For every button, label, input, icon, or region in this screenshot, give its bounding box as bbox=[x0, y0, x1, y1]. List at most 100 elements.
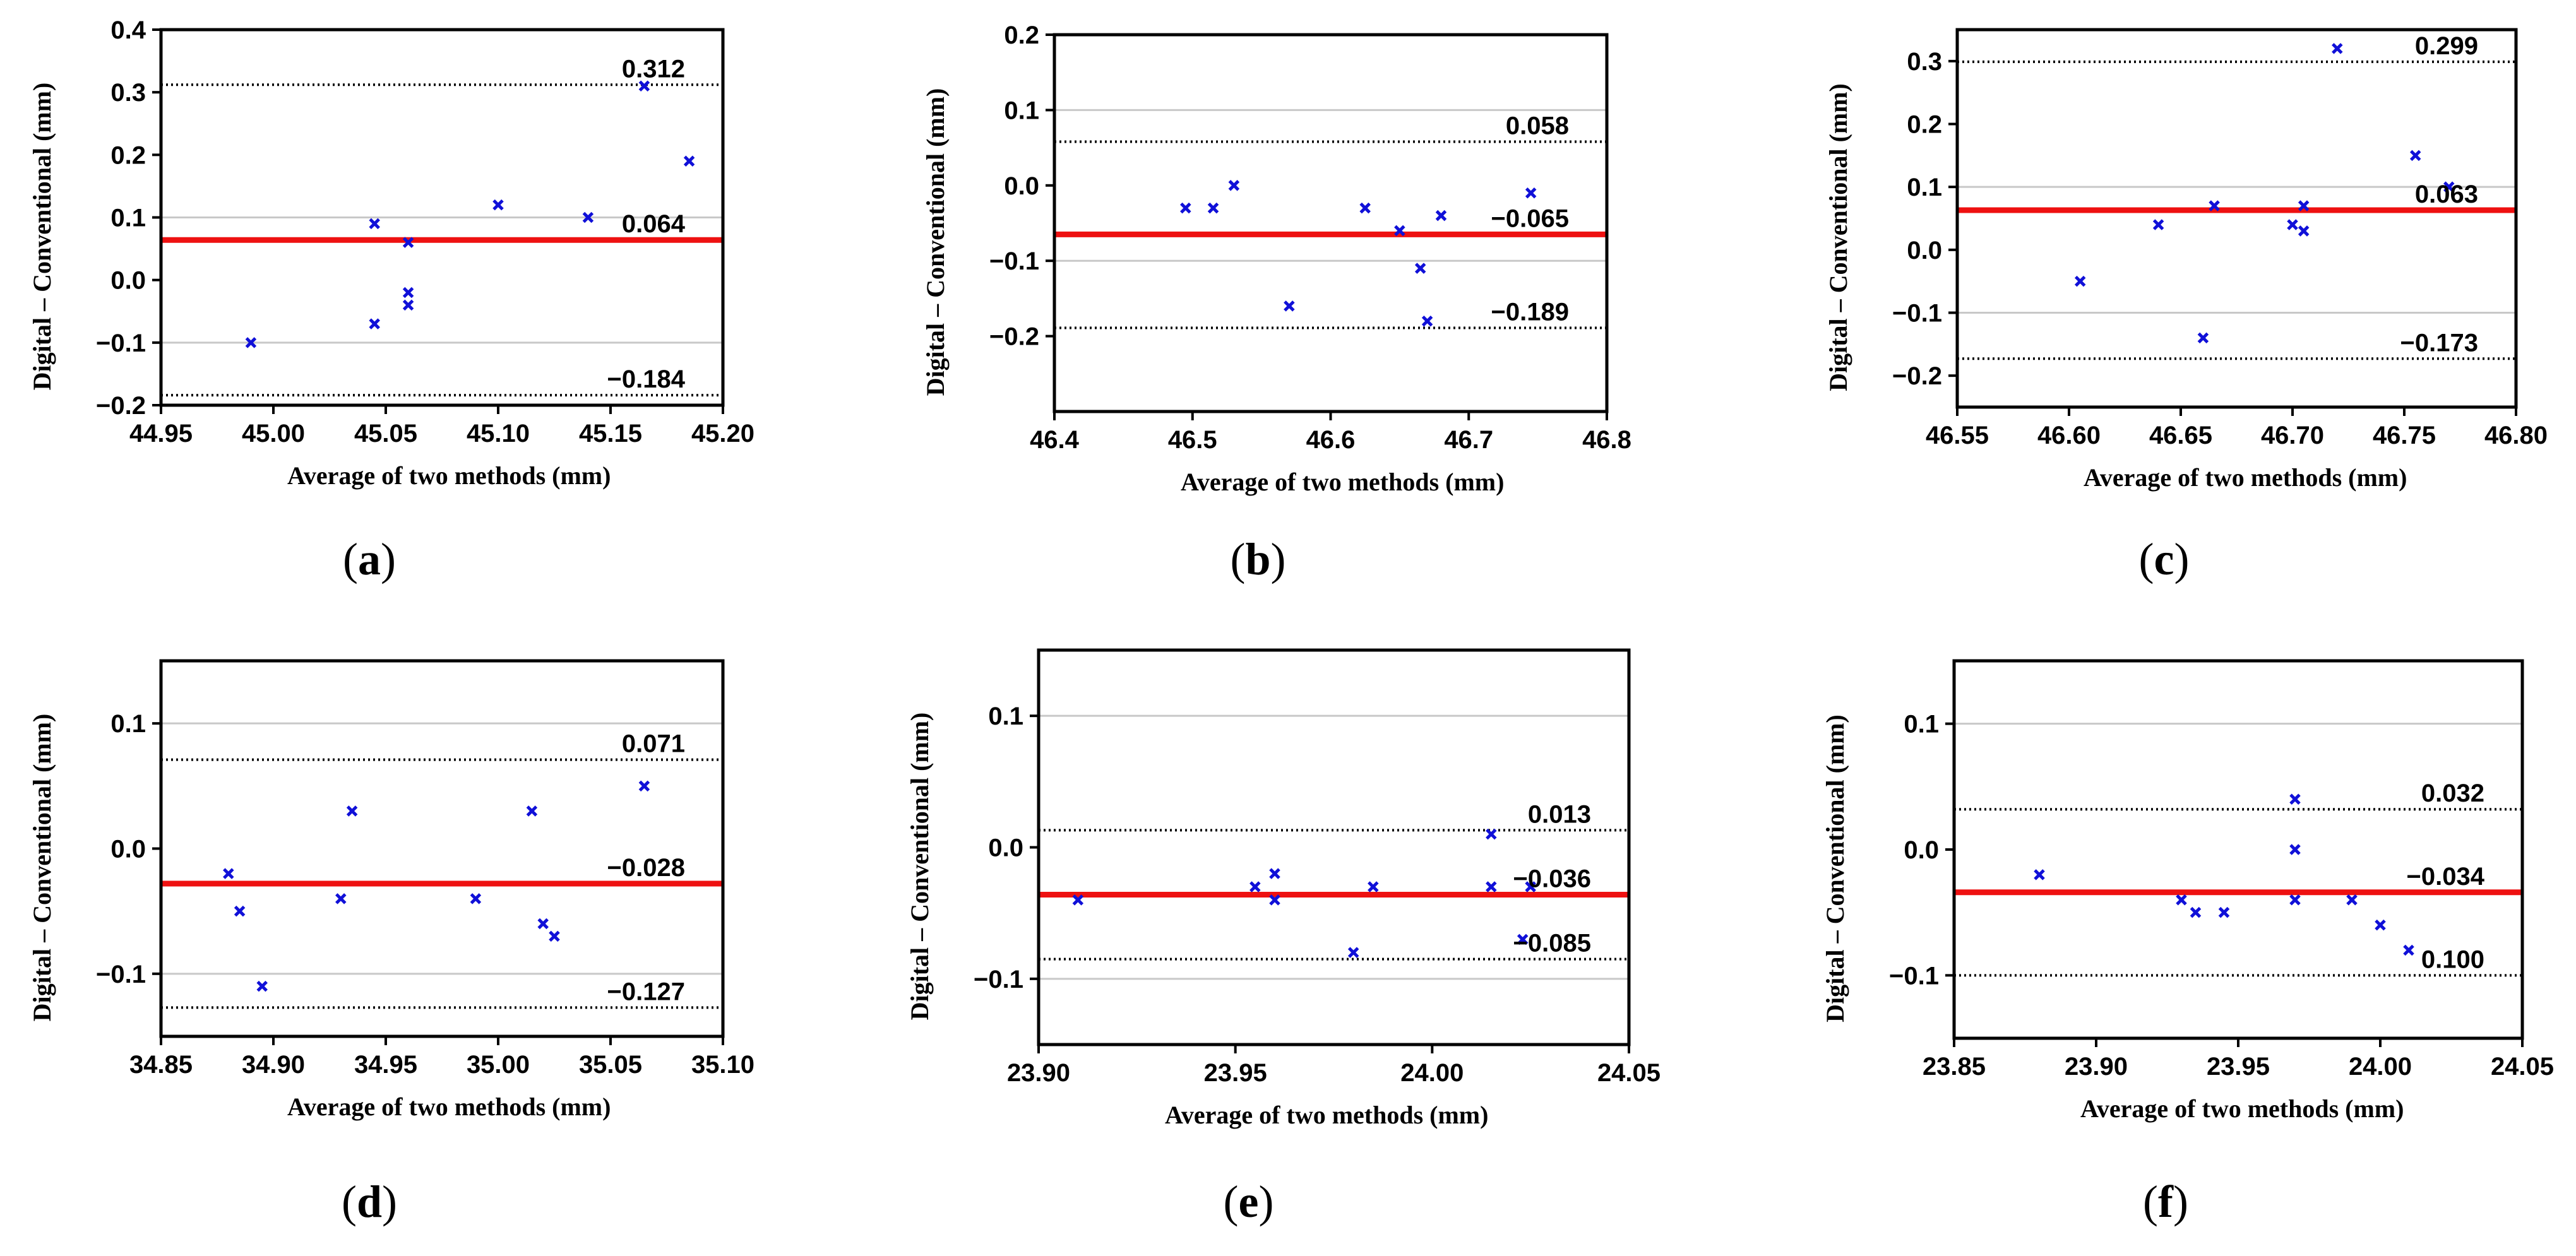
upper-limit-label: 0.312 bbox=[622, 55, 685, 83]
data-point-b-9 bbox=[1435, 210, 1447, 222]
y-tick-label: 0.0 bbox=[1004, 172, 1039, 200]
data-point-b-4 bbox=[1284, 300, 1295, 312]
data-point-e-3 bbox=[1269, 868, 1280, 879]
data-point-d-1 bbox=[223, 868, 234, 879]
data-point-f-4 bbox=[2218, 906, 2230, 918]
chart-panel-b: 0.058 −0.065 −0.189 −0.2 −0.1 0.0 0.1 0.2 46.4 46… bbox=[921, 21, 1631, 584]
data-point-a-4 bbox=[402, 237, 414, 248]
x-axis-label: Average of two methods (mm) bbox=[287, 1093, 611, 1121]
lower-limit-label: −0.127 bbox=[607, 978, 685, 1005]
x-tick-label: 46.4 bbox=[1030, 426, 1080, 454]
data-point-d-3 bbox=[256, 980, 268, 992]
y-tick-label: 0.1 bbox=[1907, 174, 1942, 201]
y-tick-label: 0.1 bbox=[988, 702, 1023, 730]
data-point-c-2 bbox=[2152, 219, 2164, 230]
data-point-a-2 bbox=[369, 218, 380, 230]
y-axis-label: Digital – Conventional (mm) bbox=[905, 713, 934, 1021]
plot-frame bbox=[1955, 28, 2518, 409]
data-point-b-8 bbox=[1421, 315, 1433, 327]
x-tick-label: 46.65 bbox=[2149, 422, 2212, 449]
plot-frame bbox=[1037, 648, 1631, 1046]
data-point-b-5 bbox=[1359, 202, 1371, 214]
mean-bias-label: 0.064 bbox=[622, 210, 686, 238]
x-axis-label: Average of two methods (mm) bbox=[2084, 463, 2407, 492]
x-tick-label: 46.55 bbox=[1926, 422, 1989, 449]
x-tick-label: 34.90 bbox=[242, 1051, 305, 1079]
data-point-d-4 bbox=[335, 893, 347, 904]
mean-bias-label: −0.028 bbox=[607, 854, 685, 882]
lower-limit-label: −0.173 bbox=[2400, 329, 2478, 357]
y-tick-label: 0.1 bbox=[110, 710, 146, 738]
data-point-d-10 bbox=[638, 780, 650, 792]
x-tick-label: 46.60 bbox=[2037, 422, 2101, 449]
data-point-a-7 bbox=[492, 199, 504, 211]
x-tick-label: 46.8 bbox=[1582, 426, 1631, 454]
y-tick-label: 0.1 bbox=[110, 204, 146, 232]
x-tick-label: 24.05 bbox=[2491, 1053, 2554, 1081]
x-tick-label: 46.70 bbox=[2261, 422, 2324, 449]
x-tick-label: 34.85 bbox=[129, 1051, 193, 1079]
data-point-f-1 bbox=[2034, 869, 2045, 880]
y-axis-label: Digital – Conventional (mm) bbox=[28, 83, 56, 391]
y-tick-label: 0.0 bbox=[110, 267, 146, 295]
x-tick-label: 46.6 bbox=[1306, 426, 1356, 454]
data-point-b-6 bbox=[1394, 225, 1405, 237]
y-tick-label: 0.1 bbox=[1904, 711, 1939, 738]
x-tick-label: 23.95 bbox=[2207, 1053, 2270, 1081]
x-tick-label: 45.15 bbox=[579, 420, 642, 447]
mean-bias-label: 0.063 bbox=[2415, 181, 2478, 208]
y-tick-label: −0.1 bbox=[96, 961, 146, 988]
data-point-e-10 bbox=[1525, 881, 1536, 892]
y-tick-label: 0.0 bbox=[110, 836, 146, 863]
plot-frame bbox=[1952, 659, 2524, 1040]
lower-limit-label: −0.085 bbox=[1513, 930, 1591, 957]
x-tick-label: 45.10 bbox=[467, 420, 530, 447]
data-point-f-6 bbox=[2289, 844, 2301, 855]
data-point-c-9 bbox=[2409, 150, 2421, 162]
x-axis-label: Average of two methods (mm) bbox=[1165, 1101, 1488, 1129]
y-tick-label: 0.1 bbox=[1004, 97, 1039, 124]
y-tick-label: 0.0 bbox=[1907, 237, 1942, 264]
lower-limit-label: −0.189 bbox=[1491, 298, 1569, 326]
y-tick-label: 0.2 bbox=[1907, 111, 1942, 139]
panel-label: (f) bbox=[2143, 1176, 2188, 1227]
data-point-b-7 bbox=[1414, 263, 1426, 274]
data-point-b-10 bbox=[1525, 187, 1537, 199]
data-point-d-8 bbox=[537, 918, 549, 930]
y-tick-label: −0.1 bbox=[1889, 962, 1939, 990]
data-point-d-6 bbox=[470, 893, 482, 904]
data-point-e-2 bbox=[1249, 881, 1261, 892]
data-point-f-9 bbox=[2375, 919, 2386, 931]
data-point-f-5 bbox=[2289, 793, 2301, 805]
x-tick-label: 45.05 bbox=[354, 420, 417, 447]
data-point-c-6 bbox=[2298, 225, 2310, 237]
x-tick-label: 45.20 bbox=[691, 420, 754, 447]
x-tick-label: 46.80 bbox=[2484, 422, 2548, 449]
y-tick-label: −0.1 bbox=[989, 247, 1039, 275]
data-point-e-1 bbox=[1072, 894, 1084, 906]
upper-limit-label: 0.299 bbox=[2415, 32, 2478, 60]
data-point-c-1 bbox=[2074, 275, 2086, 287]
data-point-c-3 bbox=[2197, 332, 2209, 344]
x-tick-label: 34.95 bbox=[354, 1051, 417, 1079]
y-tick-label: −0.1 bbox=[96, 329, 146, 357]
y-axis-label: Digital – Conventional (mm) bbox=[28, 714, 56, 1022]
data-point-c-10 bbox=[2443, 181, 2455, 193]
data-point-e-8 bbox=[1486, 881, 1497, 892]
data-point-a-5 bbox=[402, 287, 414, 299]
x-tick-label: 23.95 bbox=[1204, 1059, 1267, 1087]
mean-bias-label: −0.036 bbox=[1513, 865, 1591, 893]
y-tick-label: 0.2 bbox=[1004, 21, 1039, 49]
data-point-a-6 bbox=[402, 299, 414, 311]
panel-label: (b) bbox=[1230, 534, 1285, 584]
x-tick-label: 46.75 bbox=[2373, 422, 2436, 449]
lower-limit-label: 0.100 bbox=[2421, 945, 2484, 973]
data-point-c-7 bbox=[2298, 200, 2310, 211]
data-point-a-1 bbox=[245, 337, 257, 348]
chart-panel-c: 0.299 0.063 −0.173 −0.2 −0.1 0.0 0.1 0.2 0.3 46.5… bbox=[1824, 28, 2548, 584]
x-tick-label: 24.00 bbox=[1400, 1059, 1464, 1087]
y-axis-label: Digital – Conventional (mm) bbox=[921, 88, 950, 396]
panel-label: (d) bbox=[342, 1176, 397, 1227]
x-tick-label: 35.05 bbox=[579, 1051, 642, 1079]
data-point-f-2 bbox=[2176, 894, 2187, 906]
